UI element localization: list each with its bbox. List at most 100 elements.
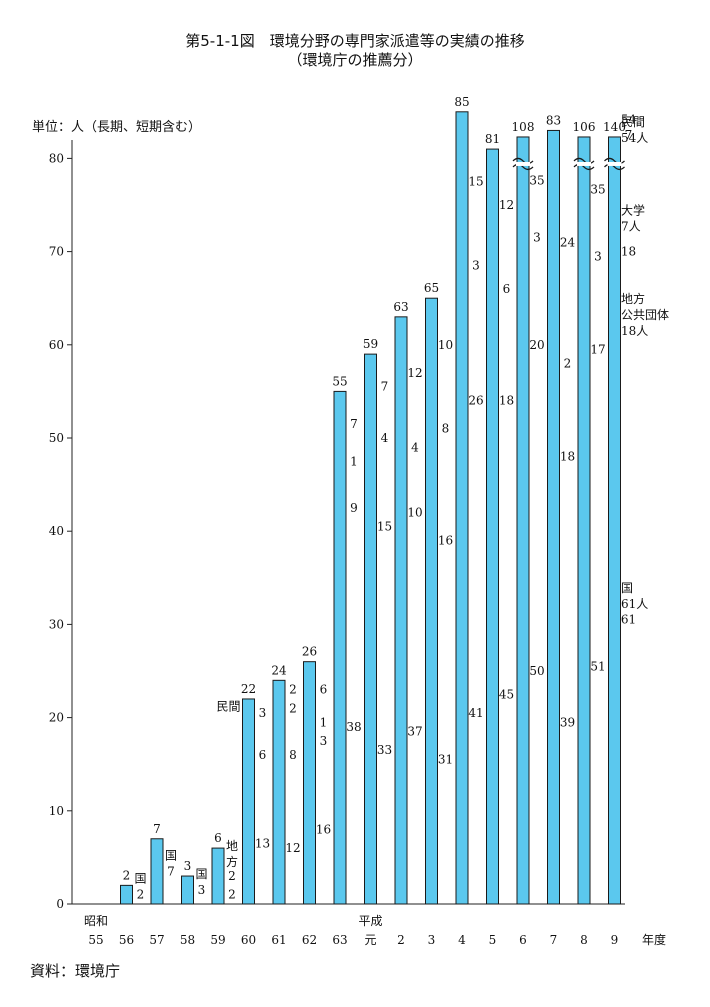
legend-series-name: 大学 — [621, 202, 645, 217]
legend-series-name: 民間 — [621, 115, 645, 129]
segment-value-label: 2 — [289, 683, 297, 697]
legend-series-value: 61人 — [621, 597, 648, 611]
segment-value-label: 6 — [320, 683, 328, 697]
x-tick-label: 59 — [210, 933, 225, 947]
segment-value-label: 3 — [259, 706, 267, 720]
bar — [516, 136, 530, 905]
bar — [455, 111, 469, 905]
x-tick-label: 57 — [149, 933, 164, 947]
segment-value-label: 37 — [407, 725, 422, 739]
axis-break-mark — [604, 163, 625, 171]
bar-total-label: 55 — [332, 374, 347, 388]
segment-value-label: 2 — [137, 888, 145, 902]
inline-series-label: 民間 — [216, 699, 240, 713]
segment-value-label: 2 — [564, 356, 572, 370]
bar — [425, 297, 438, 905]
bar — [303, 661, 316, 905]
segment-value-label: 2 — [228, 888, 236, 902]
axis-break-mark — [573, 163, 595, 171]
axis-break-mark — [512, 163, 534, 171]
x-axis-label: 年度 — [642, 932, 666, 947]
unit-label: 単位：人（長期、短期含む） — [32, 120, 202, 135]
bar-total-label: 81 — [485, 132, 500, 146]
segment-value-label: 35 — [529, 173, 544, 187]
segment-value-label: 7 — [625, 128, 633, 142]
bar-total-label: 106 — [573, 120, 596, 134]
axis-break-mark — [512, 157, 534, 165]
bar — [577, 136, 591, 905]
segment-value-label: 17 — [590, 342, 605, 356]
inline-series-label: 国 — [134, 872, 146, 886]
segment-value-label: 18 — [621, 245, 636, 259]
x-tick-label: 8 — [580, 933, 588, 947]
bar-total-label: 140 — [603, 120, 626, 134]
inline-series-label: 国 — [195, 867, 207, 881]
bar — [242, 698, 255, 905]
x-tick-label: 6 — [519, 933, 527, 947]
segment-value-label: 18 — [499, 394, 514, 408]
y-tick-label: 70 — [49, 245, 64, 259]
legend-series-value: 7人 — [621, 219, 641, 233]
bar-total-label: 85 — [454, 95, 469, 109]
segment-value-label: 3 — [320, 734, 328, 748]
x-tick-label: 元 — [364, 933, 376, 947]
bar — [150, 838, 164, 905]
era-label: 昭和 — [84, 914, 108, 928]
segment-value-label: 7 — [167, 864, 175, 878]
segment-value-label: 35 — [590, 183, 605, 197]
bar-total-label: 24 — [271, 663, 287, 677]
bar-total-label: 22 — [241, 682, 256, 696]
segment-value-label: 4 — [411, 440, 419, 454]
bar-total-label: 59 — [363, 337, 378, 351]
x-tick-label: 2 — [397, 933, 405, 947]
axis-break-gap — [516, 161, 530, 166]
segment-value-label: 3 — [198, 883, 206, 897]
segment-value-label: 8 — [289, 748, 297, 762]
y-tick-label: 0 — [56, 897, 64, 911]
x-tick-label: 60 — [241, 933, 256, 947]
bar — [181, 875, 194, 905]
segment-value-label: 10 — [438, 338, 453, 352]
y-tick-label: 50 — [49, 431, 64, 445]
bar — [364, 353, 377, 905]
axis-break-mark — [604, 157, 625, 165]
segment-value-label: 6 — [259, 748, 267, 762]
segment-value-label: 33 — [377, 743, 392, 757]
legend-series-name: 地方 — [621, 291, 645, 306]
y-tick-label: 30 — [49, 617, 64, 631]
bar-total-label: 108 — [512, 120, 535, 134]
segment-value-label: 31 — [438, 753, 453, 767]
y-tick-label: 40 — [49, 524, 64, 538]
bar — [211, 847, 225, 905]
segment-value-label: 9 — [350, 501, 358, 515]
bar-total-label: 63 — [393, 300, 408, 314]
segment-value-label: 45 — [499, 687, 514, 701]
bar — [394, 316, 408, 905]
legend-series-name: 公共団体 — [621, 308, 669, 322]
segment-value-label: 7 — [350, 417, 358, 431]
x-tick-label: 4 — [458, 933, 466, 947]
bar-total-label: 26 — [302, 645, 317, 659]
segment-value-label: 13 — [255, 836, 270, 850]
axis-break-mark — [573, 157, 595, 165]
inline-series-label: 方 — [226, 854, 238, 869]
segment-value-label: 3 — [594, 249, 602, 263]
segment-value-label: 4 — [381, 431, 389, 445]
segment-value-label: 24 — [560, 235, 576, 249]
segment-value-label: 1 — [320, 715, 328, 729]
x-tick-label: 55 — [88, 933, 103, 947]
segment-value-label: 51 — [590, 659, 605, 673]
bar — [272, 679, 286, 905]
segment-value-label: 7 — [381, 380, 389, 394]
segment-value-label: 38 — [346, 720, 361, 734]
segment-value-label: 10 — [407, 506, 422, 520]
bar — [333, 390, 347, 905]
y-tick-label: 60 — [49, 338, 64, 352]
segment-value-label: 15 — [377, 520, 392, 534]
y-tick-label: 80 — [49, 151, 64, 165]
inline-series-label: 地 — [226, 839, 238, 853]
x-tick-label: 3 — [428, 933, 436, 947]
segment-value-label: 6 — [503, 282, 511, 296]
segment-value-label: 61 — [621, 613, 636, 627]
